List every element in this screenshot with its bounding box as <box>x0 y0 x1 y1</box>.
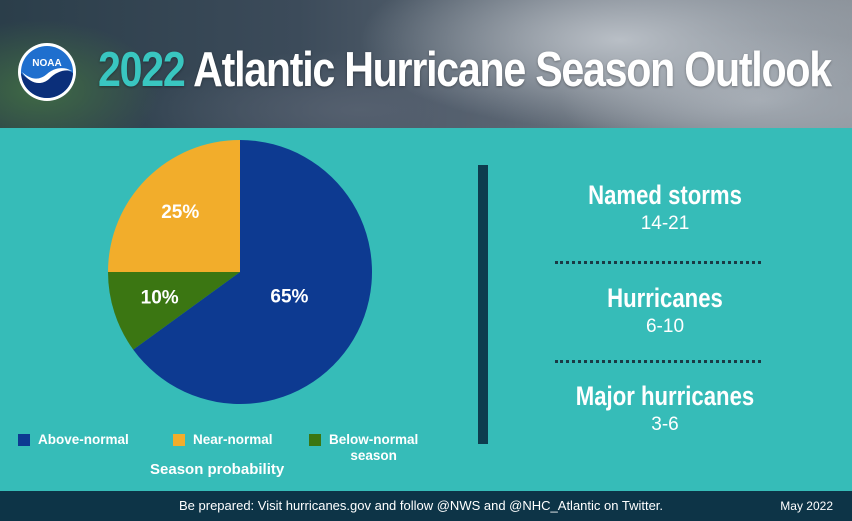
legend-label-below-normal-line1: Below-normal <box>329 432 419 447</box>
header-banner: NOAA 2022 Atlantic Hurricane Season Outl… <box>0 0 852 128</box>
page-title: 2022 Atlantic Hurricane Season Outlook <box>98 38 832 102</box>
legend-label-below-normal-line2: season <box>350 448 397 463</box>
pie-label-near-normal: 25% <box>161 202 199 223</box>
footer-text: Be prepared: Visit hurricanes.gov and fo… <box>179 498 664 513</box>
dotted-separator <box>555 360 761 363</box>
dotted-separator <box>555 261 761 264</box>
pie-label-below-normal-season: 10% <box>141 288 179 309</box>
legend-swatch-above-normal <box>18 434 30 446</box>
stat-label-hurricanes: Hurricanes <box>607 283 723 313</box>
noaa-logo-text: NOAA <box>32 58 61 69</box>
pie-chart: 65% 10% 25% <box>108 140 372 405</box>
chart-caption: Season probability <box>150 461 285 478</box>
legend-item-below-normal: Below-normal season <box>309 432 418 464</box>
stat-label-major-hurricanes: Major hurricanes <box>575 381 755 411</box>
footer: Be prepared: Visit hurricanes.gov and fo… <box>0 491 852 521</box>
title-text: Atlantic Hurricane Season Outlook <box>193 43 832 97</box>
footer-date: May 2022 <box>780 499 833 513</box>
vertical-divider <box>478 165 488 444</box>
pie-slice-above-normal <box>133 140 372 405</box>
stat-value-named-storms: 14-21 <box>640 213 690 234</box>
stat-value-major-hurricanes: 3-6 <box>651 414 679 435</box>
legend-label-near-normal: Near-normal <box>193 432 273 447</box>
stat-named-storms: Named storms 14-21 <box>555 179 775 236</box>
legend-swatch-below-normal <box>309 434 321 446</box>
noaa-logo: NOAA <box>18 43 76 101</box>
legend-swatch-near-normal <box>173 434 185 446</box>
stat-value-hurricanes: 6-10 <box>645 316 685 337</box>
pie-slice-near-normal <box>108 140 240 272</box>
pie-label-above-normal: 65% <box>270 287 308 308</box>
legend-item-near-normal: Near-normal <box>173 432 273 448</box>
stat-major-hurricanes: Major hurricanes 3-6 <box>555 380 775 437</box>
legend-item-above-normal: Above-normal <box>18 432 129 448</box>
stat-label-named-storms: Named storms <box>588 180 742 210</box>
legend-label-above-normal: Above-normal <box>38 432 129 447</box>
title-year: 2022 <box>98 43 186 97</box>
stat-hurricanes: Hurricanes 6-10 <box>555 282 775 339</box>
pie-slice-below-normal-season <box>108 272 240 350</box>
legend-label-below-normal: Below-normal season <box>329 432 418 464</box>
